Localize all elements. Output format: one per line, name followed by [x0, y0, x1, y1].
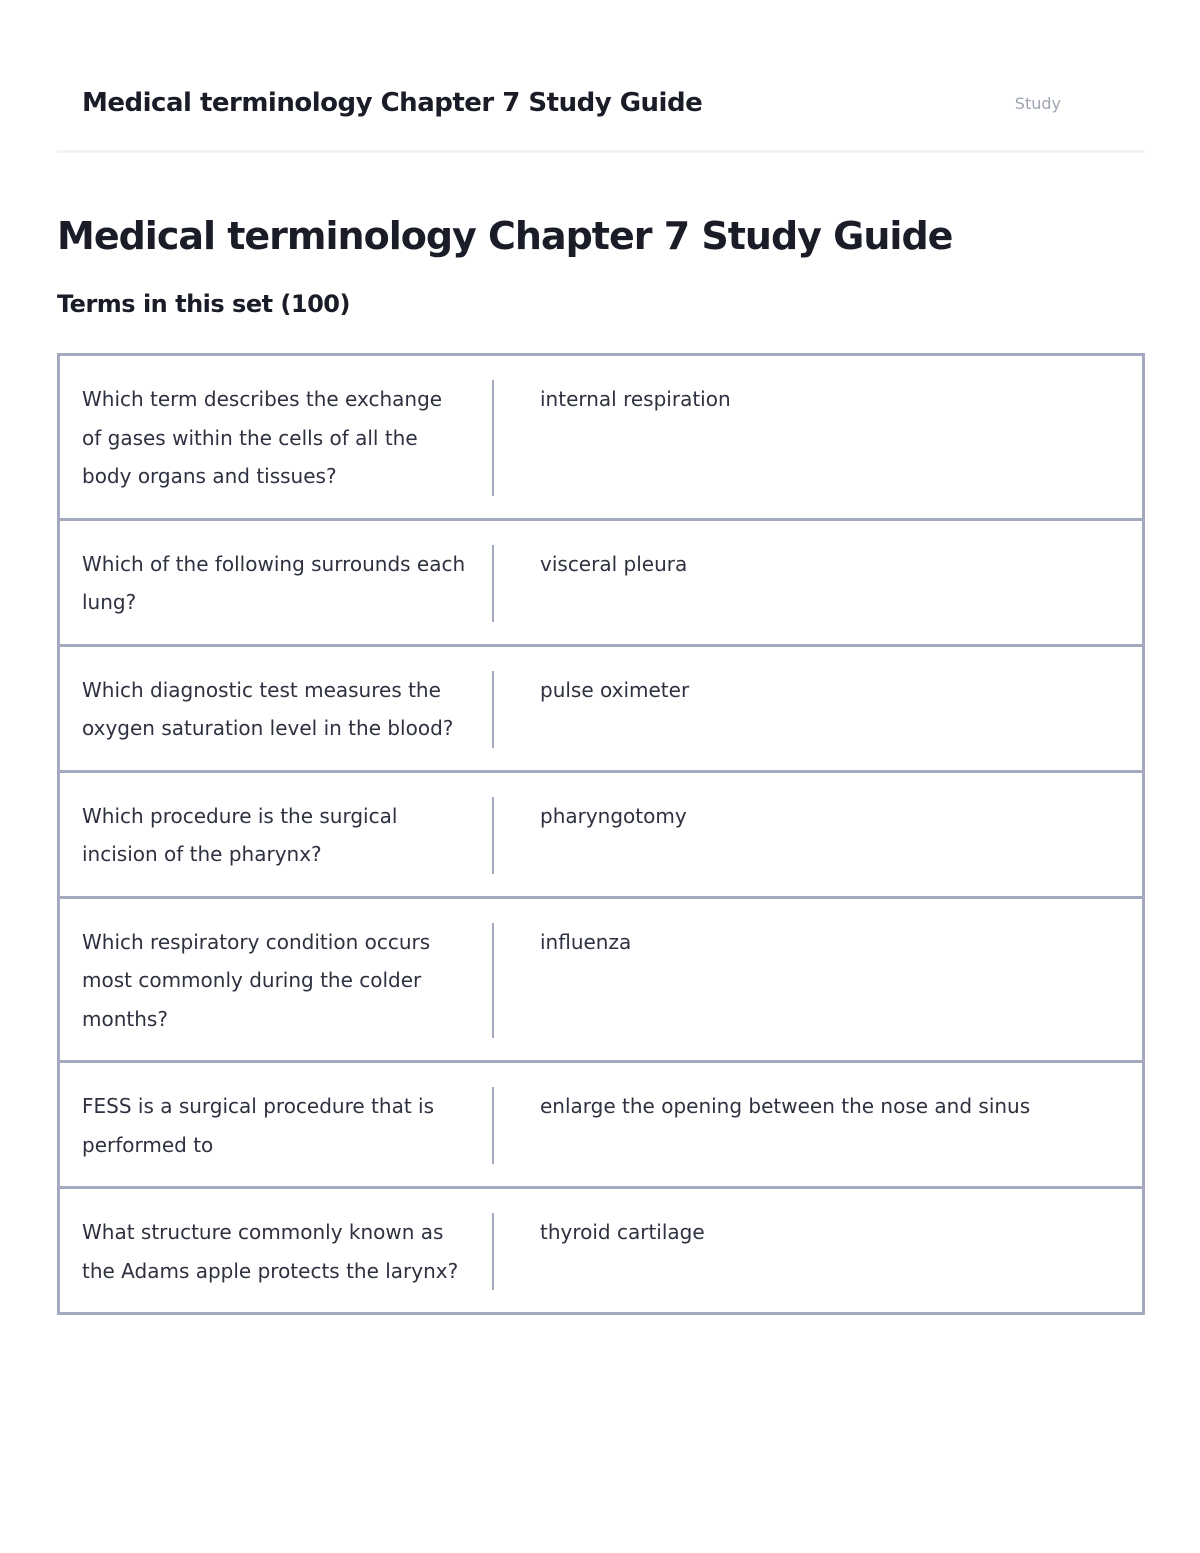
term-answer: influenza [540, 929, 632, 954]
term-row: Which term describes the exchange of gas… [60, 356, 1142, 521]
term-question: FESS is a surgical procedure that is per… [60, 1087, 494, 1164]
term-row: Which respiratory condition occurs most … [60, 899, 1142, 1063]
term-row: What structure commonly known as the Ada… [60, 1189, 1142, 1315]
term-answer: internal respiration [540, 387, 731, 411]
term-question: Which procedure is the surgical incision… [60, 796, 494, 874]
term-question: Which term describes the exchange of gas… [60, 380, 494, 496]
term-answer: thyroid cartilage [540, 1220, 705, 1244]
term-question: Which respiratory condition occurs most … [60, 922, 494, 1038]
term-question: What structure commonly known as the Ada… [60, 1213, 494, 1290]
term-question: Which of the following surrounds each lu… [60, 544, 494, 622]
terms-table: Which term describes the exchange of gas… [57, 353, 1145, 1315]
term-row: Which procedure is the surgical incision… [60, 773, 1142, 899]
term-row: FESS is a surgical procedure that is per… [60, 1063, 1142, 1189]
header: Medical terminology Chapter 7 Study Guid… [57, 72, 1145, 153]
term-answer: enlarge the opening between the nose and… [540, 1094, 1031, 1118]
study-link[interactable]: Study [1014, 94, 1061, 113]
terms-heading: Terms in this set (100) [57, 290, 350, 318]
term-answer: pulse oximeter [540, 677, 690, 702]
term-answer: visceral pleura [540, 551, 688, 576]
term-row: Which diagnostic test measures the oxyge… [60, 647, 1142, 773]
header-title: Medical terminology Chapter 7 Study Guid… [82, 88, 703, 118]
term-question: Which diagnostic test measures the oxyge… [60, 670, 494, 748]
page-title: Medical terminology Chapter 7 Study Guid… [57, 214, 953, 258]
term-answer: pharyngotomy [540, 803, 687, 828]
term-row: Which of the following surrounds each lu… [60, 521, 1142, 647]
